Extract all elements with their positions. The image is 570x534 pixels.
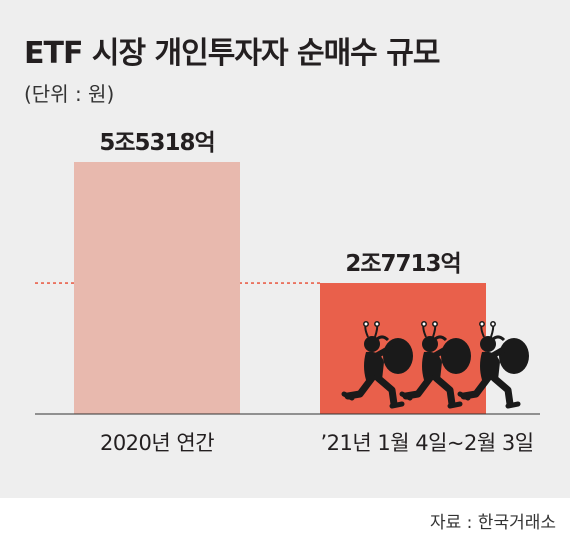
source-note: 자료 : 한국거래소 <box>429 513 556 533</box>
data-label-2: 2조7713억 <box>345 251 460 277</box>
data-label-1: 5조5318억 <box>99 130 214 156</box>
unit-note: (단위 : 원) <box>24 82 115 106</box>
category-label-1: 2020년 연간 <box>100 431 214 455</box>
category-label-2: ’21년 1월 4일~2월 3일 <box>320 431 533 455</box>
bar-chart: 5조5318억 2020년 연간 2조7713억 ’21년 1월 4일~2월 3일 <box>35 130 540 455</box>
bar-1 <box>74 162 240 414</box>
chart-title: ETF 시장 개인투자자 순매수 규모 <box>24 36 440 71</box>
